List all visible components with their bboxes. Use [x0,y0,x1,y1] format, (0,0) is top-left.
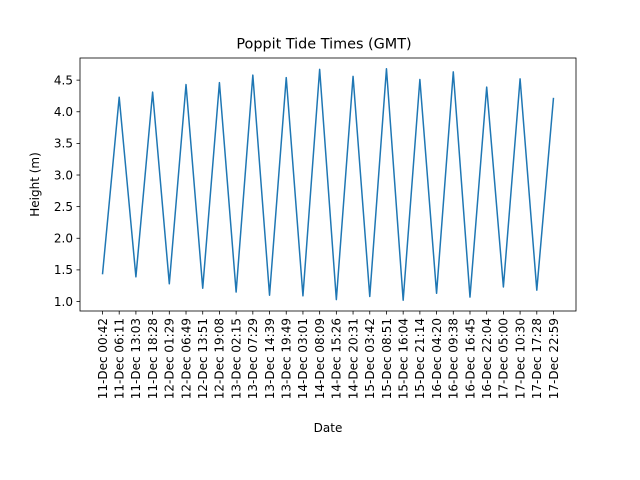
x-tick-label: 14-Dec 08:09 [313,318,327,399]
y-tick-label: 4.0 [54,105,73,119]
x-tick-label: 15-Dec 03:42 [363,318,377,399]
x-tick-label: 13-Dec 02:15 [229,318,243,399]
y-tick-label: 3.0 [54,168,73,182]
x-tick-label: 17-Dec 05:00 [497,318,511,399]
y-axis-label: Height (m) [28,152,42,217]
x-tick-label: 12-Dec 01:29 [163,318,177,399]
y-tick-label: 2.5 [54,200,73,214]
x-tick-label: 17-Dec 10:30 [513,318,527,399]
x-tick-label: 11-Dec 18:28 [146,318,160,399]
x-tick-label: 14-Dec 20:31 [346,318,360,399]
x-tick-label: 15-Dec 08:51 [380,318,394,399]
y-axis: 1.0 1.5 2.0 2.5 3.0 3.5 4.0 4.5 [54,73,80,309]
x-tick-label: 16-Dec 04:20 [430,318,444,399]
x-tick-label: 15-Dec 21:14 [413,318,427,399]
x-axis: 11-Dec 00:42 11-Dec 06:11 11-Dec 13:03 11-D… [96,311,561,399]
tide-height-line [101,68,555,301]
x-tick-label: 17-Dec 22:59 [547,318,561,399]
x-tick-label: 14-Dec 03:01 [296,318,310,399]
x-tick-label: 13-Dec 07:29 [246,318,260,399]
x-tick-label: 15-Dec 16:04 [396,318,410,399]
x-tick-label: 13-Dec 14:39 [263,318,277,399]
x-tick-label: 16-Dec 16:45 [463,318,477,399]
x-tick-label: 11-Dec 13:03 [129,318,143,399]
x-tick-label: 14-Dec 15:26 [330,318,344,399]
x-tick-label: 12-Dec 06:49 [179,318,193,399]
x-tick-label: 12-Dec 19:08 [213,318,227,399]
y-tick-label: 2.0 [54,232,73,246]
chart-title: Poppit Tide Times (GMT) [236,37,411,53]
x-tick-label: 11-Dec 06:11 [113,318,127,399]
plot-area [79,57,577,312]
y-tick-label: 4.5 [54,73,73,87]
x-tick-label: 13-Dec 19:49 [280,318,294,399]
x-axis-label: Date [314,421,343,435]
y-tick-label: 1.5 [54,263,73,277]
y-tick-label: 3.5 [54,137,73,151]
x-tick-label: 17-Dec 17:28 [530,318,544,399]
x-tick-label: 11-Dec 00:42 [96,318,110,399]
y-tick-label: 1.0 [54,295,73,309]
x-tick-label: 12-Dec 13:51 [196,318,210,399]
x-tick-label: 16-Dec 22:04 [480,318,494,399]
x-tick-label: 16-Dec 09:38 [447,318,461,399]
